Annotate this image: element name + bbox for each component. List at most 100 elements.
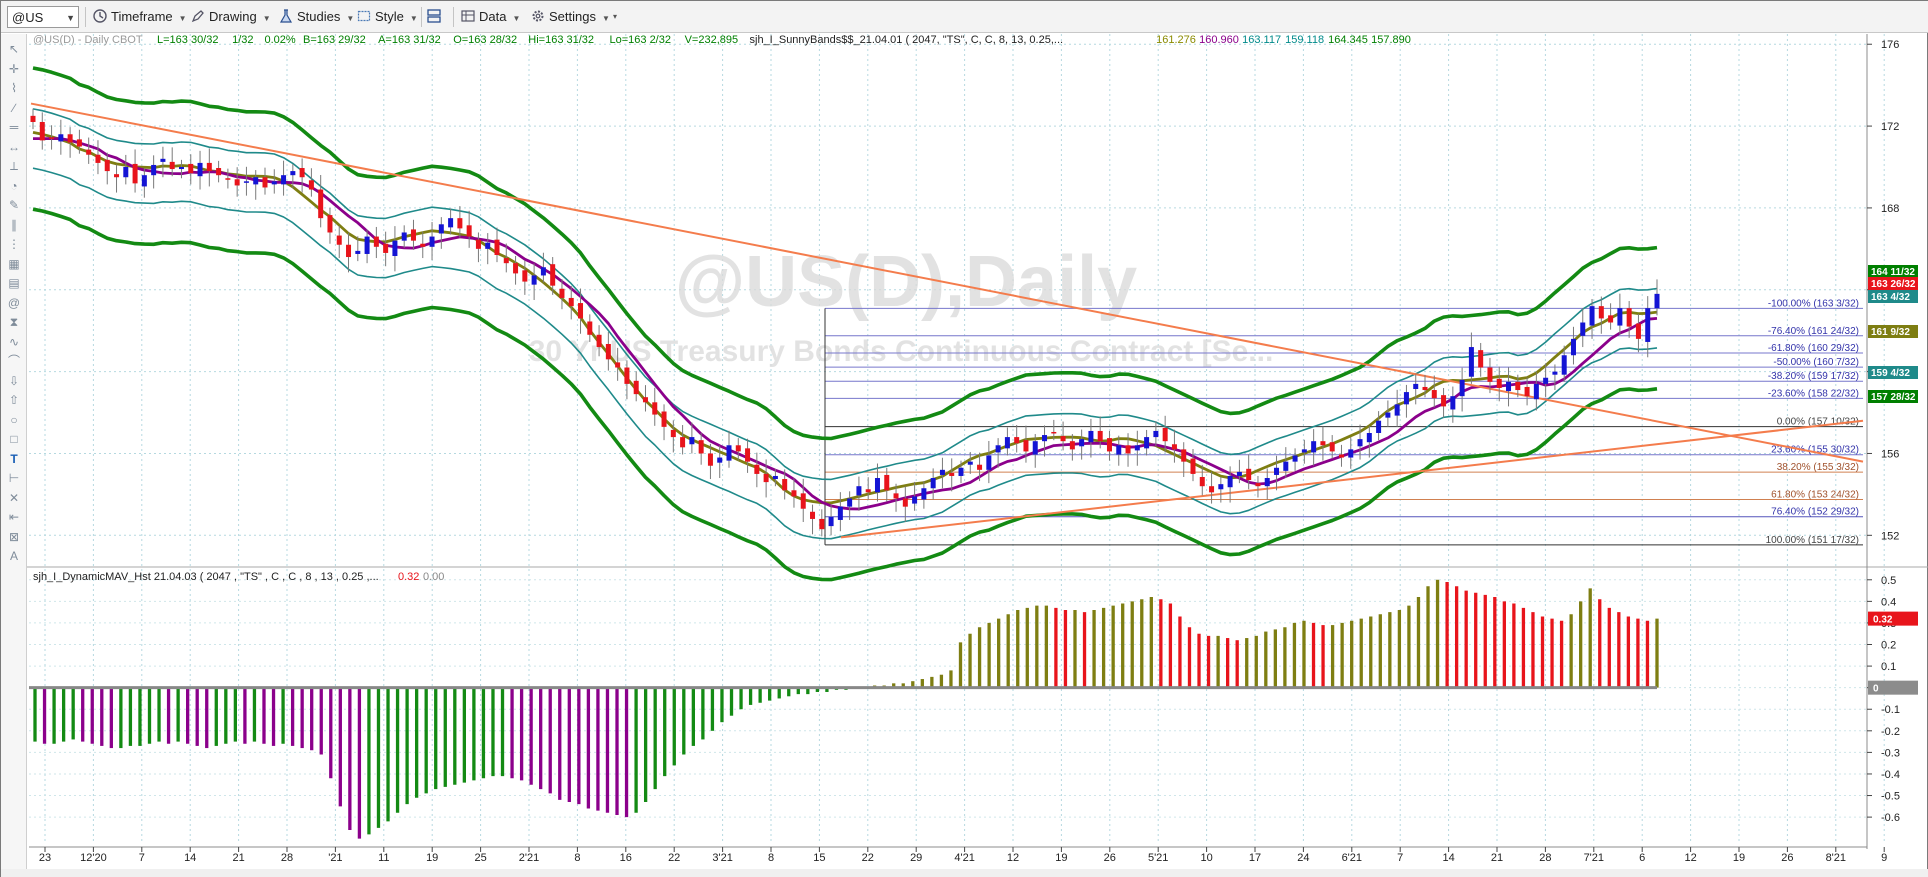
indicator-zero-badge-text: 0 (1873, 684, 1879, 695)
candle-body (429, 236, 435, 247)
candle-body (633, 380, 639, 395)
fib-level-label: 61.80% (153 24/32) (1771, 490, 1859, 501)
candle-body (392, 240, 398, 257)
fast-average-line (32, 131, 1658, 505)
indicator-tick-label: 0.2 (1881, 640, 1896, 652)
candle-body (1190, 458, 1196, 474)
timeframe-menu[interactable]: Timeframe ▼ (93, 6, 187, 28)
candle-body (772, 475, 778, 480)
candle-body (58, 134, 64, 142)
gann-fan-icon[interactable]: ⧗ (9, 315, 19, 329)
layout-button[interactable] (427, 6, 447, 28)
time-tick-label: 9 (1881, 852, 1887, 864)
candle-body (624, 367, 630, 384)
indicator-zero-badge-bg (1868, 680, 1918, 695)
drawing-tools-strip: ↖ ✛ ⌇ ∕ ═ ↔ ⟂ ◔ ✎ ∥ ⋮ ▦ ▤ @ ⧗ ∿ ⌒ ⇩ ⇧ ○ □ T ⊢ ✕ ⇤ ⊠ A (1, 34, 27, 877)
candle-body (485, 242, 491, 249)
magnet-icon[interactable]: ⊠ (8, 529, 20, 544)
candle-body (503, 258, 509, 264)
ellipse-icon[interactable]: ○ (10, 412, 18, 427)
candle-body (1255, 483, 1261, 487)
channel-icon[interactable]: ▤ (8, 276, 20, 290)
gear-icon (532, 10, 544, 22)
candle-body (1645, 308, 1651, 342)
trendline-down[interactable] (30, 102, 1864, 463)
candle-body (810, 511, 816, 519)
price-badge-text: 159 4/32 (1871, 368, 1910, 379)
ruler-icon[interactable]: ⊢ (8, 471, 20, 485)
rectangle-icon[interactable]: □ (10, 432, 18, 446)
indicator-value: 0.32 (398, 571, 419, 583)
candle-body (754, 464, 760, 474)
data-menu[interactable]: Data ▼ (461, 6, 520, 28)
brush-icon[interactable]: ⌇ (11, 81, 17, 95)
annotation-icon[interactable]: A (9, 549, 18, 563)
text-icon[interactable]: T (10, 451, 18, 466)
horizontal-line-icon[interactable]: ═ (9, 120, 19, 134)
quote-value: A=163 31/32 (378, 34, 441, 46)
time-tick-label: 8 (768, 852, 774, 864)
candle-body (1561, 355, 1567, 375)
wave-icon[interactable]: ∿ (8, 334, 20, 349)
fib-level-label: -38.20% (159 17/32) (1768, 371, 1859, 382)
toolbar-overflow-button[interactable]: ▾ (613, 12, 618, 21)
delete-drawings-icon[interactable]: ✕ (8, 490, 20, 505)
candle-body (1459, 379, 1465, 397)
trendline-up[interactable] (840, 419, 1864, 539)
study-label: sjh_I_SunnyBands$$_21.04.01 ( 2047, "TS"… (750, 34, 1064, 46)
settings-menu[interactable]: Settings ▼ (531, 6, 610, 28)
drawing-menu[interactable]: Drawing ▼ (191, 6, 271, 28)
arrow-down-icon[interactable]: ⇩ (8, 373, 20, 388)
candle-body (865, 489, 871, 493)
price-badge: 157 28/32 (1868, 390, 1918, 403)
candle-body (104, 159, 110, 172)
fibonacci-retracement[interactable]: -100.00% (163 3/32) -76.40% (161 24/32) -6… (824, 298, 1863, 546)
quote-value: Hi=163 31/32 (528, 34, 594, 46)
candle-body (401, 232, 407, 241)
candle-body (615, 362, 621, 368)
pencil-icon[interactable]: ✎ (8, 198, 20, 212)
fibonacci-icon[interactable]: ⟂ (9, 159, 18, 173)
candle-body (1422, 386, 1428, 391)
parallel-lines-icon[interactable]: ∥ (11, 217, 17, 232)
candle-body (1246, 468, 1252, 481)
trendline-icon[interactable]: ∕ (12, 100, 15, 115)
candle-body (1589, 306, 1595, 326)
candle-body (680, 437, 686, 448)
price-badge-bg (1868, 265, 1918, 278)
outer-upper-band (32, 66, 1658, 441)
time-tick-label: 3'21 (712, 852, 732, 864)
collapse-icon[interactable]: ⇤ (8, 510, 20, 524)
dropdown-arrow-icon: ▼ (409, 14, 418, 23)
time-axis[interactable]: 23 12'20 7 14 21 28 '21 11 19 25 2'21 8 16 22 3'21 8 15 2… (39, 847, 1887, 864)
candle-body (921, 488, 927, 500)
candle-body (1218, 484, 1224, 490)
cursor-icon[interactable]: ↖ (8, 42, 20, 56)
symbol-input[interactable]: @US ▼ (7, 6, 79, 28)
crosshair-icon[interactable]: ✛ (8, 61, 20, 76)
candle-body (587, 321, 593, 335)
gann-icon[interactable]: ⋮ (8, 237, 20, 251)
candle-body (763, 473, 769, 483)
dropdown-arrow-icon: ▼ (601, 14, 610, 23)
candle-body (494, 239, 500, 255)
flask-icon (279, 9, 293, 23)
candle-body (1301, 449, 1307, 453)
price-tick-label: 156 (1881, 448, 1899, 460)
studies-menu[interactable]: Studies ▼ (279, 6, 354, 28)
arc-icon[interactable]: ⌒ (7, 354, 20, 368)
grid-icon[interactable]: ▦ (8, 256, 20, 271)
vertical-line-icon[interactable]: ↔ (8, 139, 20, 154)
candle-body (206, 162, 212, 172)
spiral-icon[interactable]: @ (7, 295, 21, 310)
candle-body (1357, 439, 1363, 447)
cycle-icon[interactable]: ◔ (10, 178, 18, 193)
style-menu[interactable]: Style ▼ (357, 6, 418, 28)
price-badge-bg (1868, 366, 1918, 379)
arrow-up-icon[interactable]: ⇧ (8, 393, 20, 407)
candle-body (1635, 323, 1641, 339)
candle-body (1570, 338, 1576, 356)
indicator-pane[interactable]: sjh_I_DynamicMAV_Hst 21.04.03 ( 2047 , "… (29, 571, 1918, 839)
